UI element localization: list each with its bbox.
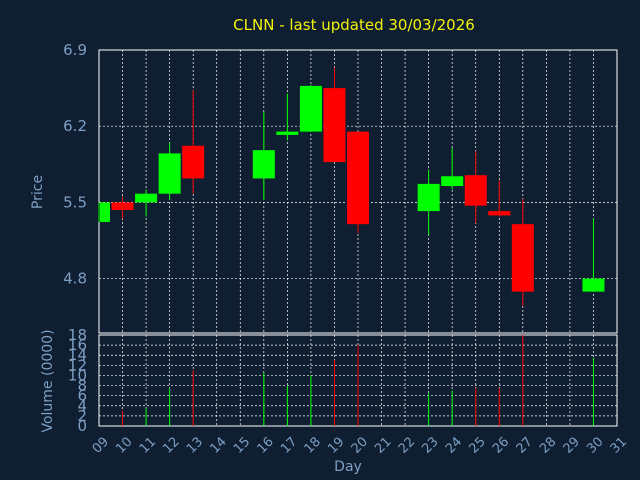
- x-tick-label: 24: [443, 434, 465, 456]
- candles: [98, 67, 605, 306]
- volume-y-tick-label: 10: [68, 366, 87, 384]
- price-y-ticks: 6.9 6.2 5.5 4.8: [63, 41, 87, 288]
- volume-axis-label: Volume (0000): [40, 329, 56, 432]
- candle: [135, 189, 158, 217]
- x-tick-label: 17: [278, 434, 300, 456]
- candle-body: [276, 131, 299, 135]
- price-y-tick-label: 6.2: [63, 117, 87, 135]
- candle: [582, 218, 605, 292]
- candle-body: [441, 176, 464, 187]
- candle: [158, 142, 181, 201]
- x-tick-label: 27: [514, 434, 536, 456]
- volume-y-tick-label: 18: [68, 326, 87, 344]
- candle-body: [100, 202, 110, 222]
- x-axis-label: Day: [334, 459, 362, 475]
- candle: [111, 196, 134, 219]
- candle: [417, 169, 440, 236]
- volume-y-tick-label: 2: [77, 407, 87, 425]
- x-tick-label: 25: [466, 434, 488, 456]
- price-y-tick-label: 5.5: [63, 193, 87, 211]
- candle: [182, 90, 205, 194]
- x-tick-label: 14: [207, 434, 229, 456]
- volume-y-tick-label: 0: [77, 417, 87, 435]
- candle-body: [323, 88, 346, 163]
- x-tick-label: 22: [396, 434, 418, 456]
- candle-body: [488, 211, 511, 216]
- price-y-tick-label: 4.8: [63, 270, 87, 288]
- candle-body: [417, 183, 440, 212]
- x-tick-label: 21: [372, 434, 394, 456]
- x-tick-label: 20: [349, 434, 371, 456]
- candle-body: [111, 202, 134, 211]
- candle-body: [135, 193, 158, 203]
- volume-y-tick-label: 16: [68, 336, 87, 354]
- candle: [98, 202, 110, 222]
- x-tick-label: 11: [137, 434, 159, 456]
- volume-y-tick-label: 12: [68, 356, 87, 374]
- x-tick-label: 28: [537, 434, 559, 456]
- x-tick-label: 30: [584, 434, 606, 456]
- volume-y-tick-label: 14: [68, 346, 87, 364]
- candle-body: [347, 131, 369, 225]
- x-tick-label: 29: [561, 434, 583, 456]
- candle: [252, 112, 275, 201]
- candle-body: [158, 153, 181, 194]
- candle: [488, 180, 511, 217]
- candle-body: [582, 278, 605, 292]
- x-tick-label: 23: [419, 434, 441, 456]
- x-tick-label: 16: [255, 434, 277, 456]
- x-axis-ticks: 09 10 11 12 13 14 15 16 17 18 19 20 21 22 23 24 25 26 27 28…: [90, 434, 630, 456]
- candle-body: [511, 224, 534, 292]
- x-tick-label: 10: [113, 434, 135, 456]
- chart-title: CLNN - last updated 30/03/2026: [233, 16, 475, 34]
- x-tick-label: 15: [231, 434, 253, 456]
- price-panel: 6.9 6.2 5.5 4.8: [63, 41, 618, 334]
- volume-y-tick-label: 6: [77, 387, 87, 405]
- candle-body: [464, 175, 487, 206]
- candle: [347, 131, 369, 233]
- candle-body: [182, 145, 205, 179]
- x-tick-label: 12: [160, 434, 182, 456]
- candle: [511, 199, 534, 306]
- price-axis-label: Price: [30, 175, 46, 209]
- volume-y-tick-label: 4: [77, 397, 87, 415]
- candle: [464, 151, 487, 224]
- x-tick-label: 13: [184, 434, 206, 456]
- candle-body: [252, 150, 275, 179]
- x-tick-label: 09: [90, 434, 112, 456]
- x-tick-label: 31: [608, 434, 630, 456]
- x-tick-label: 19: [325, 434, 347, 456]
- candle: [323, 67, 346, 163]
- x-tick-label: 18: [302, 434, 324, 456]
- candle: [299, 84, 322, 132]
- x-tick-label: 26: [490, 434, 512, 456]
- price-y-tick-label: 6.9: [63, 41, 87, 59]
- candle-body: [299, 85, 322, 132]
- candle: [441, 147, 464, 190]
- volume-y-tick-label: 8: [77, 377, 87, 395]
- volume-bars: [122, 335, 594, 426]
- candle: [276, 93, 299, 141]
